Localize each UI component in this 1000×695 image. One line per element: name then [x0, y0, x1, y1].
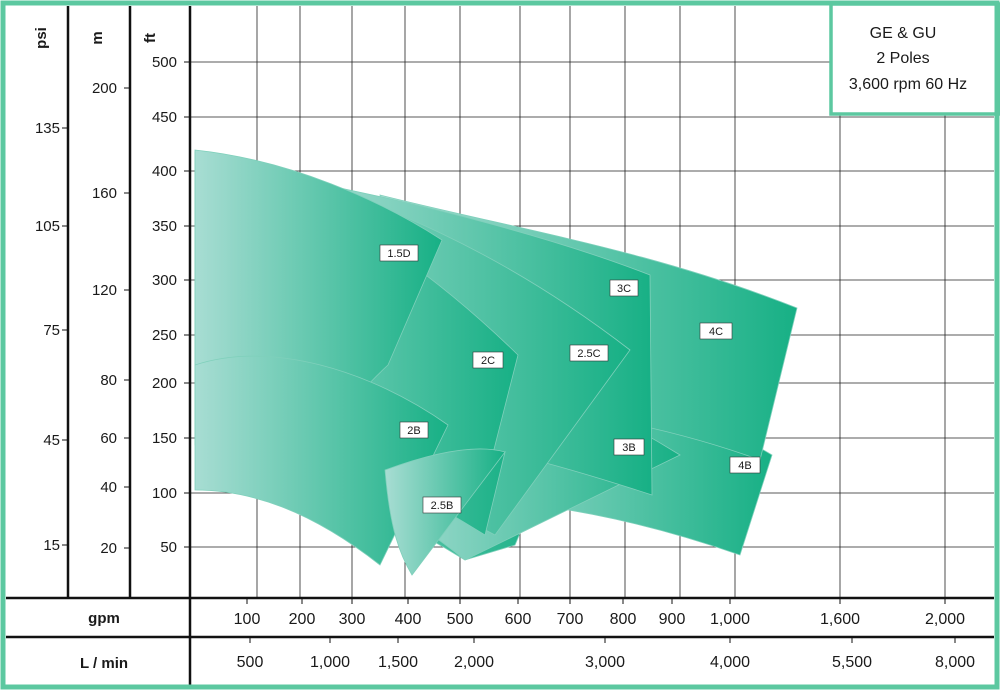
ft-ticks: 500 450 400 350 300 250 200 150 100 50	[152, 54, 190, 556]
m-tick-1: 160	[92, 185, 117, 202]
psi-axis-label: psi	[33, 27, 50, 49]
label-4c: 4C	[699, 322, 733, 340]
label-1-5d: 1.5D	[379, 244, 419, 262]
lmin-tick-4: 3,000	[585, 654, 625, 671]
lmin-axis-label: L / min	[80, 655, 128, 672]
gpm-tick-6: 700	[557, 611, 584, 628]
ft-tick-6: 200	[152, 375, 177, 392]
m-ticks: 200 160 120 80 60 40 20	[92, 80, 130, 557]
m-tick-2: 120	[92, 282, 117, 299]
label-2b-text: 2B	[407, 425, 420, 437]
label-3b: 3B	[613, 438, 645, 456]
ft-tick-7: 150	[152, 430, 177, 447]
curve-labels: 1.5D 2B 2C 2.5B 2.5C 3C	[379, 244, 761, 514]
m-tick-6: 20	[100, 540, 117, 557]
gpm-tick-11: 2,000	[925, 611, 965, 628]
gpm-tick-4: 500	[447, 611, 474, 628]
label-3c-text: 3C	[617, 283, 631, 295]
gpm-tick-8: 900	[659, 611, 686, 628]
ft-tick-2: 400	[152, 163, 177, 180]
legend: GE & GU 2 Poles 3,600 rpm 60 Hz	[829, 2, 1000, 116]
gpm-ticks: 100 200 300 400 500 600 700 800 900 1,000 1,600 2,0…	[234, 598, 965, 628]
m-axis-label: m	[89, 31, 106, 44]
lmin-tick-2: 1,500	[378, 654, 418, 671]
m-tick-0: 200	[92, 80, 117, 97]
gpm-tick-7: 800	[610, 611, 637, 628]
psi-tick-4: 15	[43, 537, 60, 554]
psi-tick-0: 135	[35, 120, 60, 137]
lmin-ticks: 500 1,000 1,500 2,000 3,000 4,000 5,500 8,000	[237, 637, 975, 671]
label-2b: 2B	[399, 421, 429, 439]
left-scales: psi m ft	[33, 6, 192, 686]
psi-tick-3: 45	[43, 432, 60, 449]
lmin-tick-5: 4,000	[710, 654, 750, 671]
gpm-axis-label: gpm	[88, 610, 120, 627]
legend-line-3: 3,600 rpm 60 Hz	[849, 76, 967, 93]
label-2c-text: 2C	[481, 355, 495, 367]
label-4b-text: 4B	[738, 460, 751, 472]
lmin-tick-3: 2,000	[454, 654, 494, 671]
label-4c-text: 4C	[709, 326, 723, 338]
ft-tick-3: 350	[152, 218, 177, 235]
lmin-tick-1: 1,000	[310, 654, 350, 671]
gpm-tick-9: 1,000	[710, 611, 750, 628]
label-2c: 2C	[472, 351, 504, 369]
psi-tick-2: 75	[43, 322, 60, 339]
ft-tick-1: 450	[152, 109, 177, 126]
ft-tick-0: 500	[152, 54, 177, 71]
ft-axis-label: ft	[142, 33, 159, 43]
gpm-tick-1: 200	[289, 611, 316, 628]
label-3c: 3C	[609, 279, 639, 297]
curve-2b	[194, 355, 449, 566]
label-4b: 4B	[729, 456, 761, 474]
legend-line-1: GE & GU	[870, 25, 937, 42]
psi-ticks: 135 105 75 45 15	[35, 120, 68, 554]
gpm-tick-2: 300	[339, 611, 366, 628]
label-2-5b: 2.5B	[422, 496, 462, 514]
bottom-scales: gpm L / min	[6, 596, 994, 672]
gpm-tick-10: 1,600	[820, 611, 860, 628]
m-tick-4: 60	[100, 430, 117, 447]
label-3b-text: 3B	[622, 442, 635, 454]
lmin-tick-0: 500	[237, 654, 264, 671]
label-2-5b-text: 2.5B	[431, 500, 454, 512]
ft-tick-5: 250	[152, 327, 177, 344]
lmin-tick-6: 5,500	[832, 654, 872, 671]
curves-layer	[194, 149, 798, 576]
gpm-tick-3: 400	[395, 611, 422, 628]
ft-tick-4: 300	[152, 272, 177, 289]
ft-tick-8: 100	[152, 485, 177, 502]
m-tick-3: 80	[100, 372, 117, 389]
gpm-tick-0: 100	[234, 611, 261, 628]
ft-tick-9: 50	[160, 539, 177, 556]
gpm-tick-5: 600	[505, 611, 532, 628]
psi-tick-1: 105	[35, 218, 60, 235]
label-2-5c-text: 2.5C	[577, 348, 600, 360]
lmin-tick-7: 8,000	[935, 654, 975, 671]
label-1-5d-text: 1.5D	[387, 248, 410, 260]
m-tick-5: 40	[100, 479, 117, 496]
legend-line-2: 2 Poles	[876, 50, 929, 67]
label-2-5c: 2.5C	[569, 344, 609, 362]
